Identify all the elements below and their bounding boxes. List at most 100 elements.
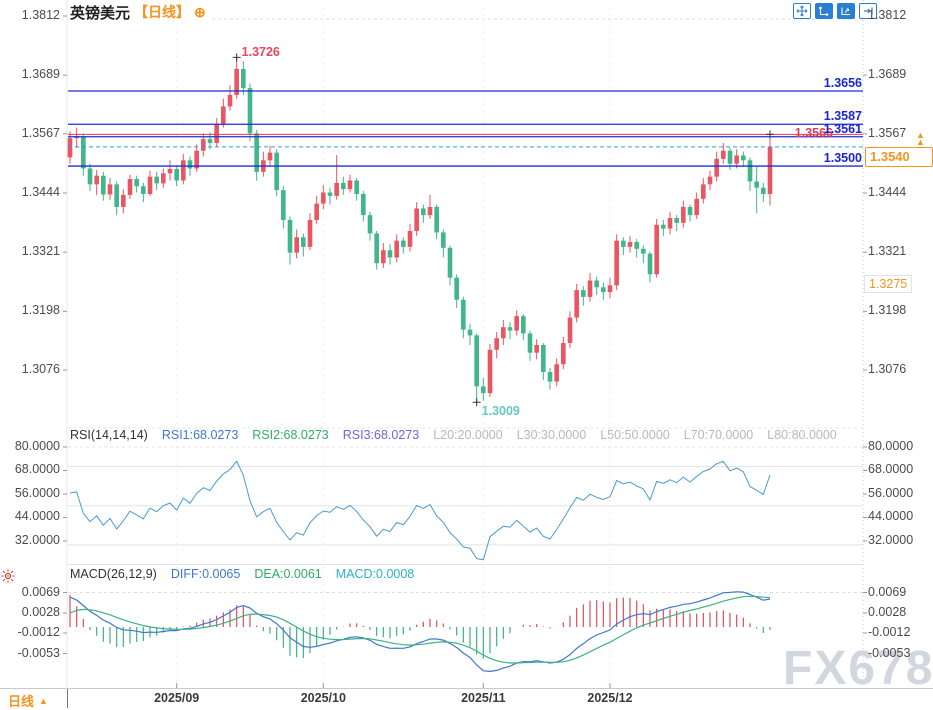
rsi-axis-label: 56.0000 [868, 485, 914, 500]
candle [594, 276, 599, 295]
candle [254, 129, 259, 181]
candle [647, 251, 653, 283]
timeframe-tag[interactable]: 【日线】 [134, 4, 191, 20]
candle [474, 333, 479, 403]
candle [347, 174, 353, 193]
timeframe-dropdown-arrow-icon: ▲ [39, 695, 48, 706]
candle [514, 310, 519, 336]
candle [454, 274, 459, 308]
candle [567, 311, 573, 348]
candle [394, 234, 399, 263]
candle [481, 377, 486, 401]
candle [747, 157, 753, 192]
candle [267, 145, 273, 167]
candle [247, 83, 253, 142]
candle [461, 296, 466, 339]
candle [667, 211, 673, 235]
macd-diff-line [69, 591, 771, 673]
macd-axis-label: 0.0028 [868, 605, 907, 619]
price-axis-label: 1.3812 [21, 8, 60, 22]
candle [107, 178, 113, 200]
level-label: 1.3500 [823, 151, 862, 166]
candle [527, 330, 533, 361]
candle [487, 344, 493, 397]
month-label: 2025/09 [154, 691, 200, 705]
candle [341, 176, 346, 195]
candle [434, 204, 439, 240]
title-bar: 英镑美元 【日线】 ⊕ [70, 2, 212, 22]
rsi-axis-label: 32.0000 [14, 532, 60, 547]
symbol-name: 英镑美元 [70, 4, 131, 22]
high-annotation-label: 1.3726 [241, 45, 280, 60]
rsi-level-30: L30:30.0000 [516, 428, 587, 442]
candle [294, 229, 299, 259]
price-axis-label: 1.3444 [21, 184, 60, 199]
candle [721, 142, 726, 164]
rsi3-value: RSI3:68.0273 [342, 428, 420, 442]
candle [214, 117, 219, 147]
crosshair-markers [232, 53, 775, 407]
candle [127, 174, 133, 199]
month-label: 2025/12 [587, 691, 633, 705]
rsi-level-80: L80:80.0000 [767, 428, 837, 442]
candle [74, 127, 79, 148]
grid-lines [66, 0, 864, 688]
rsi-title: RSI(14,14,14) [70, 428, 148, 442]
pan-tool-icon[interactable] [793, 3, 811, 19]
watermark: FX678 [783, 642, 933, 695]
candle [121, 189, 126, 214]
scroll-to-latest-arrow-icon[interactable]: ▲ ▲ [916, 129, 925, 147]
price-axis-label: 1.3198 [868, 303, 907, 318]
candle [354, 178, 359, 201]
candle [674, 215, 679, 231]
month-label: 2025/10 [300, 691, 346, 705]
add-compare-icon[interactable]: ⊕ [194, 3, 206, 20]
candle [421, 204, 426, 223]
scale-to-fit-icon[interactable] [815, 3, 833, 19]
timeframe-selector[interactable]: 日线 ▲ [8, 691, 48, 710]
candle [327, 187, 333, 205]
candle [467, 323, 473, 345]
candle [334, 155, 339, 200]
candle [381, 243, 386, 269]
candle [694, 192, 699, 219]
candle [707, 170, 713, 191]
candle [681, 200, 686, 228]
candle [174, 166, 179, 187]
candle [561, 336, 566, 370]
candle [494, 332, 499, 359]
rsi-axis-label: 44.0000 [868, 509, 914, 524]
candle [241, 61, 246, 95]
candle [114, 181, 119, 216]
candle [407, 223, 413, 252]
auto-scale-icon[interactable] [837, 3, 855, 19]
candle [141, 182, 146, 203]
candle [427, 194, 433, 219]
timeframe-selector-label: 日线 [8, 694, 35, 709]
candle [221, 98, 226, 128]
price-axis-label: 1.3198 [21, 303, 60, 318]
rsi-axis-label: 32.0000 [868, 532, 914, 547]
drawing-anchor-sun-icon[interactable] [0, 568, 16, 589]
macd-axis-label: -0.0053 [868, 645, 911, 660]
candle [521, 314, 526, 341]
rsi-line [69, 460, 771, 561]
candle [754, 166, 759, 214]
candle [687, 204, 693, 222]
price-axis-label: 1.3076 [868, 361, 907, 376]
candle [607, 277, 613, 299]
candle [161, 168, 166, 188]
macd-title: MACD(26,12,9) [70, 567, 157, 581]
candle [627, 235, 633, 253]
candle [307, 213, 313, 251]
go-to-latest-icon[interactable] [859, 3, 877, 19]
candle [374, 230, 379, 270]
rsi-axis-label: 56.0000 [14, 485, 60, 500]
candle [287, 216, 293, 265]
price-axis-label: 1.3321 [868, 244, 907, 259]
price-axis-label: 1.3444 [868, 184, 907, 199]
rsi-axis-label: 44.0000 [14, 509, 60, 524]
candle [147, 170, 153, 196]
